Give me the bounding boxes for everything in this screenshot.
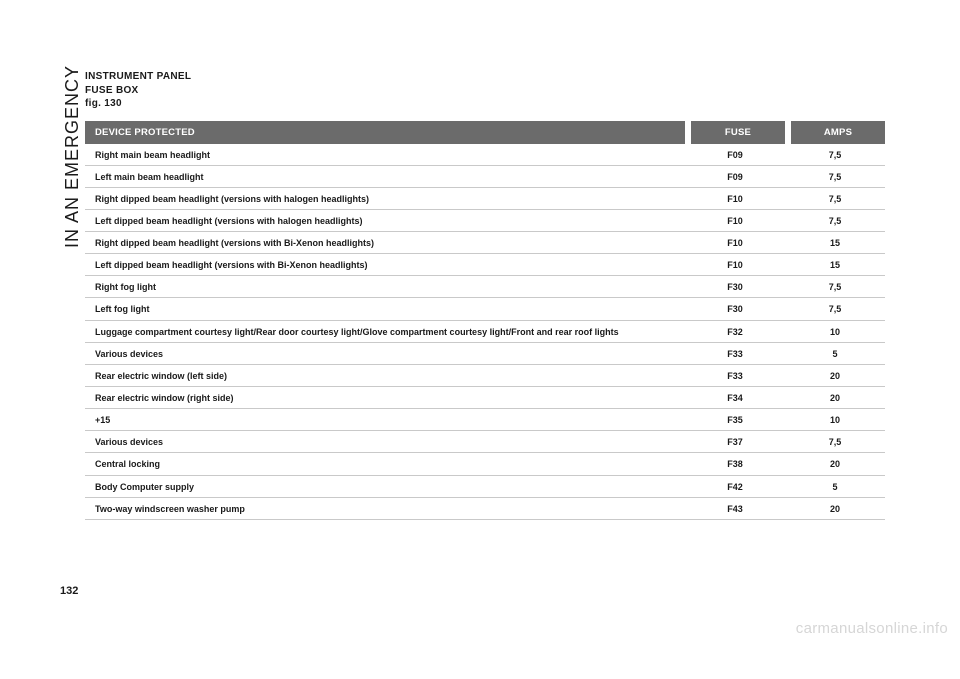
- cell-amps: 7,5: [785, 144, 885, 166]
- cell-device: Various devices: [85, 431, 685, 453]
- cell-device: Luggage compartment courtesy light/Rear …: [85, 321, 685, 343]
- table-row: Right dipped beam headlight (versions wi…: [85, 188, 885, 210]
- table-row: Right fog lightF307,5: [85, 276, 885, 298]
- table-row: Left fog lightF307,5: [85, 298, 885, 320]
- section-label-text: IN AN EMERGENCY: [62, 65, 83, 248]
- section-label: IN AN EMERGENCY: [62, 65, 83, 248]
- cell-device: Right fog light: [85, 276, 685, 298]
- table-row: Rear electric window (right side)F3420: [85, 387, 885, 409]
- cell-device: Right dipped beam headlight (versions wi…: [85, 188, 685, 210]
- cell-fuse: F43: [685, 498, 785, 520]
- cell-device: Two-way windscreen washer pump: [85, 498, 685, 520]
- cell-amps: 7,5: [785, 276, 885, 298]
- cell-fuse: F32: [685, 321, 785, 343]
- table-body: Right main beam headlightF097,5Left main…: [85, 144, 885, 520]
- table-row: Left dipped beam headlight (versions wit…: [85, 254, 885, 276]
- cell-device: Rear electric window (right side): [85, 387, 685, 409]
- cell-device: Right main beam headlight: [85, 144, 685, 166]
- table-row: Right main beam headlightF097,5: [85, 144, 885, 166]
- cell-fuse: F38: [685, 453, 785, 475]
- table-row: Right dipped beam headlight (versions wi…: [85, 232, 885, 254]
- cell-fuse: F34: [685, 387, 785, 409]
- cell-device: Body Computer supply: [85, 476, 685, 498]
- cell-amps: 7,5: [785, 210, 885, 232]
- cell-fuse: F10: [685, 232, 785, 254]
- cell-amps: 20: [785, 365, 885, 387]
- table-row: Body Computer supplyF425: [85, 476, 885, 498]
- table-row: Central lockingF3820: [85, 453, 885, 475]
- cell-amps: 20: [785, 498, 885, 520]
- col-header-amps: AMPS: [785, 121, 885, 144]
- table-header-row: DEVICE PROTECTED FUSE AMPS: [85, 121, 885, 144]
- cell-fuse: F42: [685, 476, 785, 498]
- cell-fuse: F09: [685, 166, 785, 188]
- col-header-device: DEVICE PROTECTED: [85, 121, 685, 144]
- cell-amps: 7,5: [785, 188, 885, 210]
- cell-fuse: F33: [685, 365, 785, 387]
- cell-amps: 5: [785, 476, 885, 498]
- heading-line-1: INSTRUMENT PANEL: [85, 70, 885, 84]
- cell-amps: 7,5: [785, 298, 885, 320]
- cell-fuse: F10: [685, 210, 785, 232]
- cell-fuse: F33: [685, 343, 785, 365]
- cell-device: Right dipped beam headlight (versions wi…: [85, 232, 685, 254]
- cell-fuse: F30: [685, 298, 785, 320]
- table-row: Rear electric window (left side)F3320: [85, 365, 885, 387]
- cell-amps: 5: [785, 343, 885, 365]
- cell-amps: 10: [785, 409, 885, 431]
- cell-fuse: F09: [685, 144, 785, 166]
- cell-fuse: F35: [685, 409, 785, 431]
- cell-device: +15: [85, 409, 685, 431]
- cell-device: Left dipped beam headlight (versions wit…: [85, 254, 685, 276]
- table-row: +15F3510: [85, 409, 885, 431]
- cell-amps: 7,5: [785, 166, 885, 188]
- cell-fuse: F10: [685, 188, 785, 210]
- table-row: Two-way windscreen washer pumpF4320: [85, 498, 885, 520]
- table-row: Luggage compartment courtesy light/Rear …: [85, 321, 885, 343]
- cell-device: Left main beam headlight: [85, 166, 685, 188]
- cell-fuse: F37: [685, 431, 785, 453]
- cell-amps: 20: [785, 453, 885, 475]
- table-row: Left dipped beam headlight (versions wit…: [85, 210, 885, 232]
- col-header-fuse: FUSE: [685, 121, 785, 144]
- cell-fuse: F30: [685, 276, 785, 298]
- cell-amps: 15: [785, 232, 885, 254]
- fuse-table: DEVICE PROTECTED FUSE AMPS Right main be…: [85, 121, 885, 520]
- heading-line-3: fig. 130: [85, 97, 885, 111]
- page-content: INSTRUMENT PANEL FUSE BOX fig. 130 DEVIC…: [85, 70, 885, 520]
- cell-device: Left dipped beam headlight (versions wit…: [85, 210, 685, 232]
- table-row: Various devicesF335: [85, 343, 885, 365]
- cell-fuse: F10: [685, 254, 785, 276]
- heading-line-2: FUSE BOX: [85, 84, 885, 98]
- heading: INSTRUMENT PANEL FUSE BOX fig. 130: [85, 70, 885, 111]
- table-row: Various devicesF377,5: [85, 431, 885, 453]
- cell-device: Various devices: [85, 343, 685, 365]
- cell-amps: 20: [785, 387, 885, 409]
- watermark: carmanualsonline.info: [796, 620, 948, 637]
- cell-amps: 10: [785, 321, 885, 343]
- cell-device: Rear electric window (left side): [85, 365, 685, 387]
- cell-device: Left fog light: [85, 298, 685, 320]
- table-row: Left main beam headlightF097,5: [85, 166, 885, 188]
- cell-amps: 15: [785, 254, 885, 276]
- cell-amps: 7,5: [785, 431, 885, 453]
- cell-device: Central locking: [85, 453, 685, 475]
- page-number: 132: [60, 585, 78, 597]
